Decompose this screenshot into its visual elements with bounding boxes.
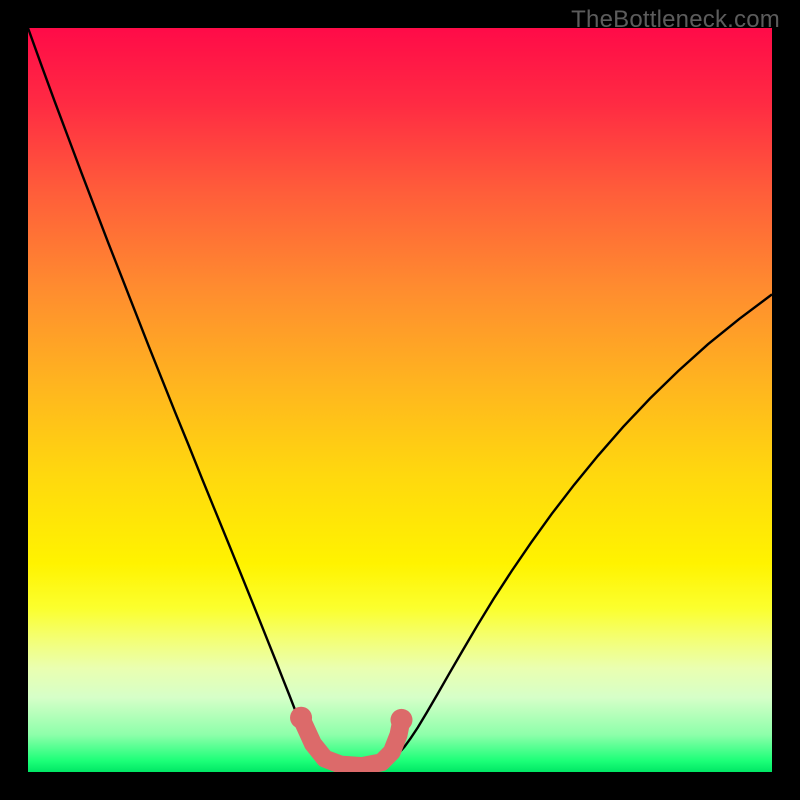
bottleneck-curve <box>28 28 772 768</box>
highlight-marker-end-dot <box>390 709 412 731</box>
plot-area <box>28 28 772 772</box>
highlight-marker-trace <box>301 718 401 766</box>
highlight-marker-start-dot <box>290 707 312 729</box>
chart-frame: TheBottleneck.com <box>0 0 800 800</box>
chart-overlay <box>28 28 772 772</box>
